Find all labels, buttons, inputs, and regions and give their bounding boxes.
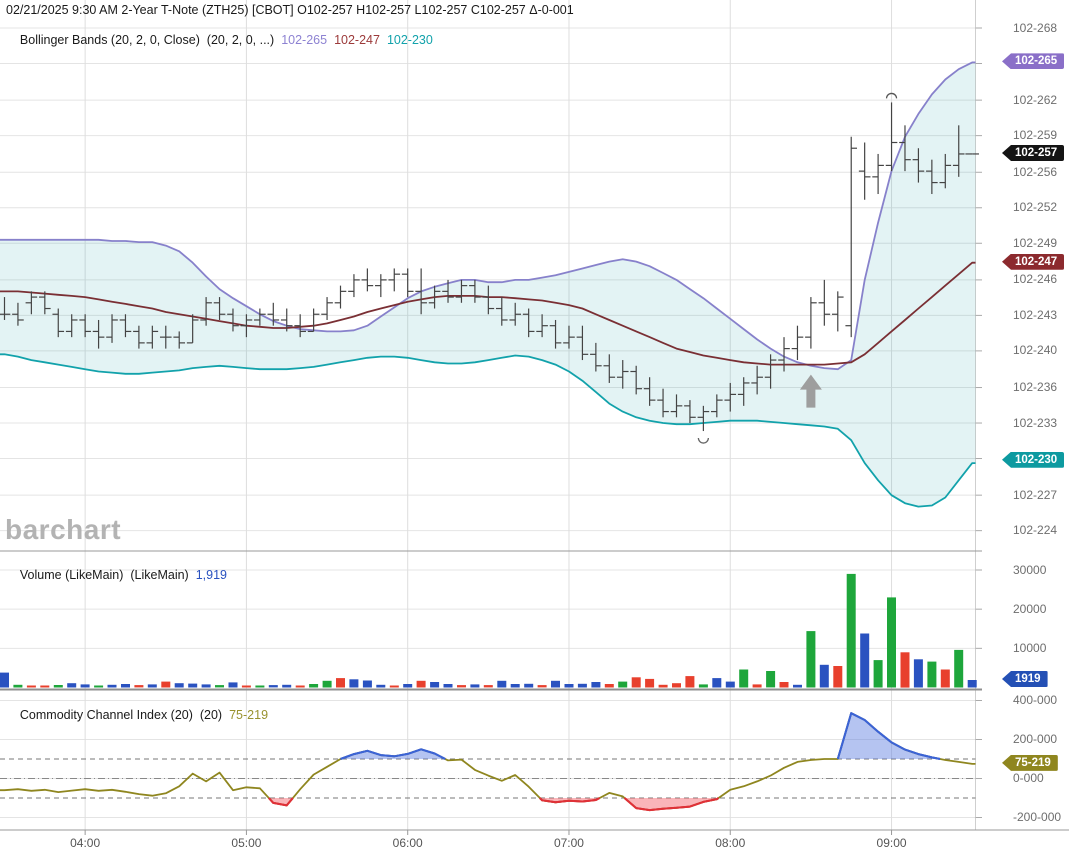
bollinger-legend: Bollinger Bands (20, 2, 0, Close) (20, 2… <box>6 19 433 61</box>
price-axis-label: 102-240 <box>1013 343 1058 358</box>
volume-axis-label: 20000 <box>1013 601 1047 616</box>
bollinger-middle-value: 102-247 <box>334 33 380 47</box>
volume-current-value: 1,919 <box>195 568 227 582</box>
cci-current-value: 75-219 <box>229 708 269 722</box>
price-axis-label: 102-256 <box>1013 164 1058 179</box>
cci-legend-label: Commodity Channel Index (20) (20) <box>19 708 223 722</box>
time-axis-label: 08:00 <box>715 836 746 850</box>
time-axis-label: 09:00 <box>876 836 907 850</box>
price-axis-label: 102-246 <box>1013 272 1058 287</box>
price-badge: 75-219 <box>1002 754 1058 771</box>
cci-axis-label: -200-000 <box>1013 810 1062 824</box>
price-badge: 102-257 <box>1002 144 1065 161</box>
price-badge: 102-265 <box>1002 53 1065 70</box>
price-badge: 1919 <box>1002 670 1048 687</box>
volume-legend: Volume (LikeMain) (LikeMain) 1,919 <box>6 554 227 596</box>
volume-axis-label: 30000 <box>1013 562 1047 577</box>
volume-axis-label: 10000 <box>1013 640 1047 655</box>
barchart-watermark: barchart <box>5 514 122 545</box>
price-axis-label: 102-243 <box>1013 307 1058 322</box>
price-axis-label: 102-224 <box>1013 523 1058 538</box>
time-axis-label: 04:00 <box>70 836 101 850</box>
price-axis-label: 102-236 <box>1013 380 1058 395</box>
price-axis-label: 102-268 <box>1013 20 1058 35</box>
cci-axis-label: 0-000 <box>1013 771 1044 785</box>
price-axis-label: 102-227 <box>1013 487 1058 502</box>
bollinger-legend-label: Bollinger Bands (20, 2, 0, Close) (20, 2… <box>19 33 275 47</box>
price-axis-label: 102-262 <box>1013 92 1058 107</box>
cci-axis-label: 200-000 <box>1013 732 1058 746</box>
price-badge: 102-230 <box>1002 451 1065 468</box>
price-badge: 102-247 <box>1002 253 1065 270</box>
volume-legend-label: Volume (LikeMain) (LikeMain) <box>19 568 189 582</box>
time-axis-label: 05:00 <box>231 836 262 850</box>
time-axis-label: 07:00 <box>553 836 584 850</box>
ohlc-header: 02/21/2025 9:30 AM 2-Year T-Note (ZTH25)… <box>6 3 574 17</box>
price-axis-label: 102-259 <box>1013 128 1058 143</box>
bollinger-upper-value: 102-265 <box>281 33 328 47</box>
cci-legend: Commodity Channel Index (20) (20) 75-219 <box>6 694 268 736</box>
cci-axis-label: 400-000 <box>1013 693 1058 707</box>
price-axis-label: 102-233 <box>1013 415 1058 430</box>
price-axis-label: 102-249 <box>1013 235 1058 250</box>
price-axis-label: 102-252 <box>1013 200 1058 215</box>
bollinger-lower-value: 102-230 <box>386 33 433 47</box>
time-axis-label: 06:00 <box>392 836 423 850</box>
